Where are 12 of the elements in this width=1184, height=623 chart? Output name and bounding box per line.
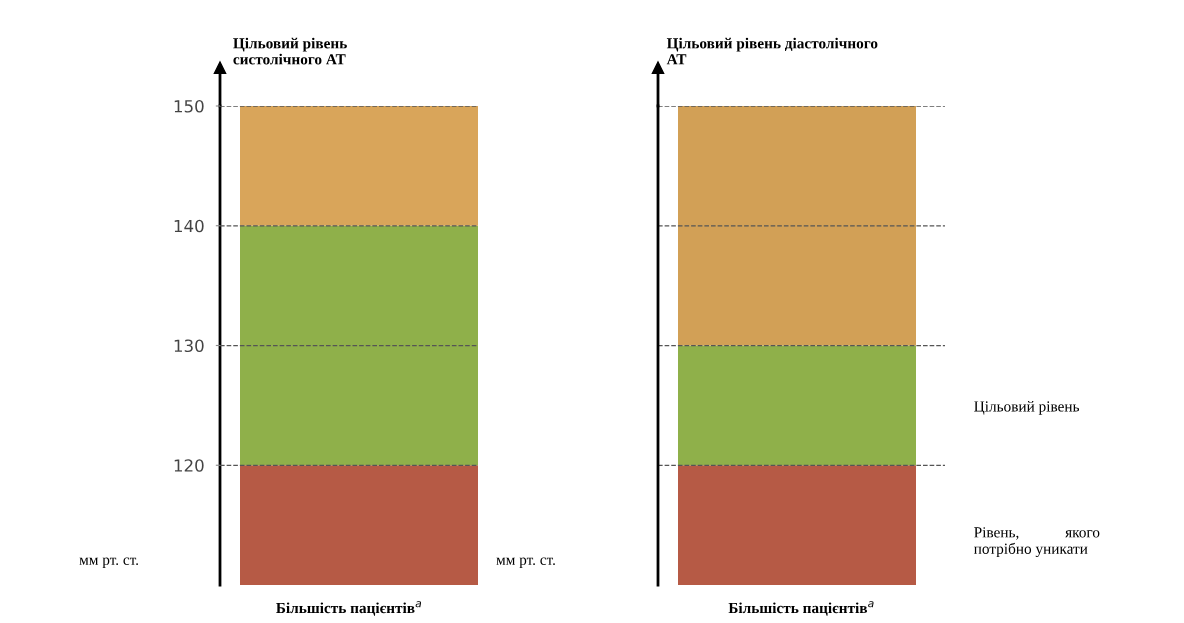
text: Цільовий рівень bbox=[974, 400, 1080, 415]
y-axis-title: мм рт. ст. bbox=[496, 557, 555, 568]
y-tick-label: 120 bbox=[174, 459, 204, 472]
y-tick-label: 130 bbox=[174, 339, 204, 353]
chart-title: Цільовий рівень діастолічного АТ bbox=[666, 37, 878, 65]
x-axis-title: Більшість пацієнтів$^{a}$ bbox=[276, 601, 422, 616]
text: Рівень, якого потрібно уникати bbox=[973, 527, 1100, 558]
y-tick-label: 150 bbox=[174, 99, 204, 113]
y-axis-title: мм рт. ст. bbox=[79, 557, 138, 568]
x-axis-title: Більшість пацієнтів$^{a}$ bbox=[728, 601, 874, 616]
chart-title: Цільовий рівень систолічного АТ bbox=[233, 37, 347, 65]
y-tick-label: 140 bbox=[174, 219, 204, 233]
